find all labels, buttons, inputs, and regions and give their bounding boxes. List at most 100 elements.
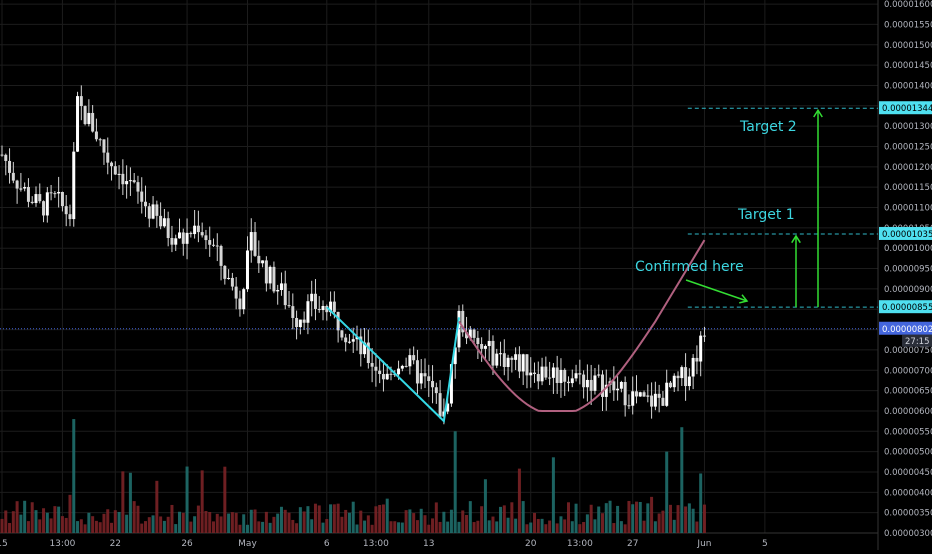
candle-body bbox=[397, 368, 401, 375]
candle-body bbox=[351, 339, 355, 342]
candle-body bbox=[646, 395, 650, 397]
candle-body bbox=[287, 305, 291, 307]
volume-bar bbox=[585, 514, 589, 533]
volume-bar bbox=[517, 468, 521, 533]
volume-bar bbox=[200, 470, 204, 533]
volume-bar bbox=[347, 512, 351, 533]
candle-body bbox=[30, 201, 34, 203]
candle-body bbox=[38, 194, 42, 202]
level-tag[interactable] bbox=[879, 101, 932, 115]
volume-bar bbox=[616, 505, 620, 533]
volume-bar bbox=[544, 524, 548, 533]
volume-bar bbox=[514, 518, 518, 533]
candle-body bbox=[366, 342, 370, 364]
candle-body bbox=[600, 374, 604, 397]
countdown-value: 27:15 bbox=[905, 337, 930, 347]
candle-body bbox=[370, 363, 374, 367]
volume-bar bbox=[415, 520, 419, 533]
volume-bar bbox=[310, 519, 314, 533]
candle-body bbox=[665, 382, 669, 406]
candle-body bbox=[521, 354, 525, 372]
volume-bar bbox=[355, 524, 359, 533]
candle-body bbox=[638, 392, 642, 397]
volume-bar bbox=[472, 522, 476, 533]
volume-bar bbox=[619, 521, 623, 533]
candle-body bbox=[657, 393, 661, 398]
candle-body bbox=[170, 238, 174, 245]
volume-bar bbox=[563, 519, 567, 533]
candle-body bbox=[106, 152, 110, 163]
volume-bar bbox=[223, 466, 227, 533]
y-tick-label: 0.00000300 bbox=[884, 529, 932, 539]
y-tick-label: 0.00001600 bbox=[884, 0, 932, 10]
candle-body bbox=[623, 381, 627, 406]
candle-body bbox=[642, 392, 646, 397]
candle-body bbox=[381, 374, 385, 380]
x-tick-label: Jun bbox=[696, 539, 711, 549]
volume-bar bbox=[42, 508, 46, 533]
volume-bar bbox=[487, 520, 491, 533]
candle-body bbox=[181, 232, 185, 244]
candle-body bbox=[650, 395, 654, 407]
volume-bar bbox=[128, 472, 132, 533]
countdown-tag bbox=[902, 334, 932, 347]
candle-body bbox=[533, 372, 537, 375]
level-tag[interactable] bbox=[879, 300, 932, 314]
volume-bar bbox=[476, 520, 480, 533]
candle-body bbox=[627, 405, 631, 407]
candle-body bbox=[680, 367, 684, 379]
candle-body bbox=[15, 180, 19, 189]
volume-bar bbox=[378, 504, 382, 533]
volume-bar bbox=[540, 518, 544, 533]
volume-bar bbox=[434, 502, 438, 533]
volume-bar bbox=[582, 522, 586, 533]
volume-bar bbox=[653, 521, 657, 533]
time-axis[interactable]: 15 13:00 22 26 May 6 13:00 13 20 13:00 27 Jun 5 bbox=[0, 539, 768, 549]
candle-body bbox=[117, 173, 121, 175]
candle-body bbox=[668, 382, 672, 388]
candle-body bbox=[672, 375, 676, 388]
volume-bar bbox=[264, 511, 268, 533]
candle-body bbox=[219, 246, 223, 266]
volume-bar bbox=[672, 519, 676, 533]
volume-bar bbox=[140, 523, 144, 533]
candle-body bbox=[525, 354, 529, 376]
price-axis[interactable]: 0.00000300 0.00000350 0.00000400 0.00000450… bbox=[879, 0, 932, 539]
current-price-tag[interactable] bbox=[879, 321, 932, 335]
candle-body bbox=[359, 336, 363, 355]
volume-bar bbox=[117, 511, 121, 533]
volume-bar bbox=[446, 521, 450, 533]
candle-body bbox=[298, 319, 302, 328]
x-tick-label: 13:00 bbox=[49, 539, 75, 549]
candle-body bbox=[431, 381, 435, 388]
volume-bar bbox=[702, 504, 706, 533]
pattern-line bbox=[326, 306, 460, 424]
target1-arrow-head bbox=[791, 234, 801, 244]
candle-body bbox=[423, 373, 427, 377]
volume-bar bbox=[287, 512, 291, 533]
volume-bar bbox=[499, 506, 503, 533]
candle-body bbox=[227, 277, 231, 279]
candle-body bbox=[412, 355, 416, 361]
candle-body bbox=[215, 245, 219, 247]
x-tick-label: 26 bbox=[181, 539, 193, 549]
candle-body bbox=[11, 172, 15, 181]
volume-bar bbox=[125, 514, 129, 533]
volume-bar bbox=[551, 457, 555, 533]
candle-body bbox=[347, 341, 351, 343]
volume-bar bbox=[60, 516, 64, 533]
candle-body bbox=[245, 250, 249, 290]
volume-bar bbox=[363, 520, 367, 533]
candle-body bbox=[408, 355, 412, 367]
volume-bar bbox=[170, 504, 174, 533]
volume-bar bbox=[699, 473, 703, 533]
volume-bar bbox=[76, 521, 80, 533]
candle-body bbox=[185, 232, 189, 244]
volume-bar bbox=[397, 522, 401, 533]
candle-body bbox=[487, 340, 491, 347]
candle-body bbox=[691, 357, 695, 377]
level-tag[interactable] bbox=[879, 226, 932, 240]
volume-bar bbox=[121, 471, 125, 533]
